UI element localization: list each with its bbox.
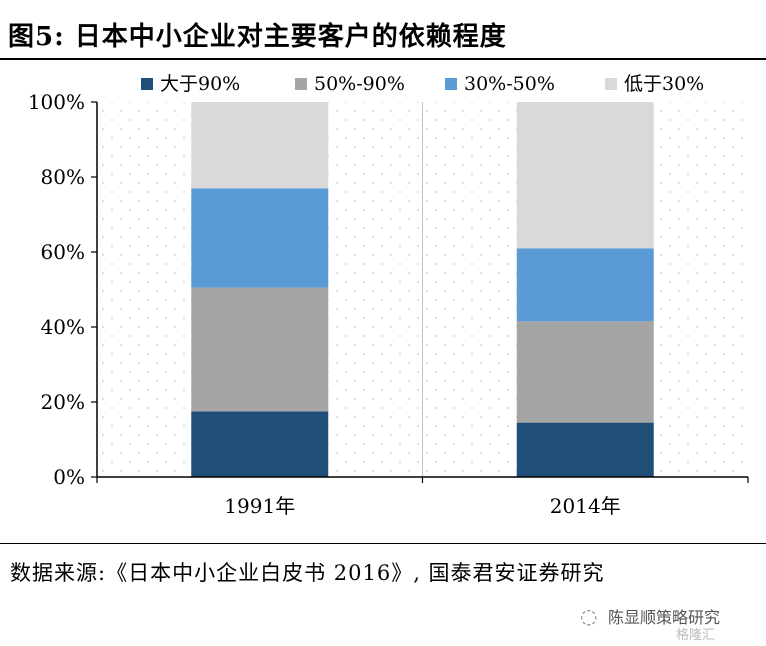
watermark-sub: 格隆汇 xyxy=(676,628,716,643)
legend-swatch xyxy=(605,78,617,90)
source-rule xyxy=(0,543,766,544)
y-tick-label: 100% xyxy=(28,90,85,114)
wechat-icon: ◌ xyxy=(580,604,598,628)
legend-label: 低于30% xyxy=(624,73,704,95)
bar-segment xyxy=(516,102,654,249)
bars-group xyxy=(191,102,654,477)
y-tick-label: 40% xyxy=(41,315,85,339)
legend-label: 50%-90% xyxy=(314,73,405,95)
source-note: 数据来源:《日本中小企业白皮书 2016》, 国泰君安证券研究 xyxy=(10,561,605,585)
bar-segment xyxy=(191,411,329,477)
title-rule xyxy=(0,58,766,60)
y-tick-label: 60% xyxy=(41,240,85,264)
x-tick-label: 2014年 xyxy=(550,494,621,518)
bar-segment xyxy=(191,188,329,288)
axes-group: 1991年 2014年 0% 20% 40% 60% 80% 100% xyxy=(28,90,749,518)
legend-label: 30%-50% xyxy=(464,73,555,95)
watermark: ◌ 陈显顺策略研究 格隆汇 xyxy=(580,602,760,643)
bar-segment xyxy=(191,287,329,412)
bar-segment xyxy=(516,248,654,322)
chart-legend: 大于90% 50%-90% 30%-50% 低于30% xyxy=(141,73,704,95)
y-tick-label: 0% xyxy=(53,465,85,489)
y-tick-label: 80% xyxy=(41,165,85,189)
page-title: 图5: 日本中小企业对主要客户的依赖程度 xyxy=(8,22,507,52)
legend-label: 大于90% xyxy=(160,73,240,95)
legend-swatch xyxy=(445,78,457,90)
legend-swatch xyxy=(141,78,153,90)
y-tick-label: 20% xyxy=(41,390,85,414)
bar-segment xyxy=(191,102,329,189)
bar-segment xyxy=(516,422,654,477)
watermark-text: 陈显顺策略研究 xyxy=(608,608,721,627)
stacked-bar-chart: 大于90% 50%-90% 30%-50% 低于30% 1991年 2014年 0% 20%… xyxy=(28,73,749,518)
legend-swatch xyxy=(295,78,307,90)
x-tick-label: 1991年 xyxy=(224,494,295,518)
bar-segment xyxy=(516,321,654,423)
